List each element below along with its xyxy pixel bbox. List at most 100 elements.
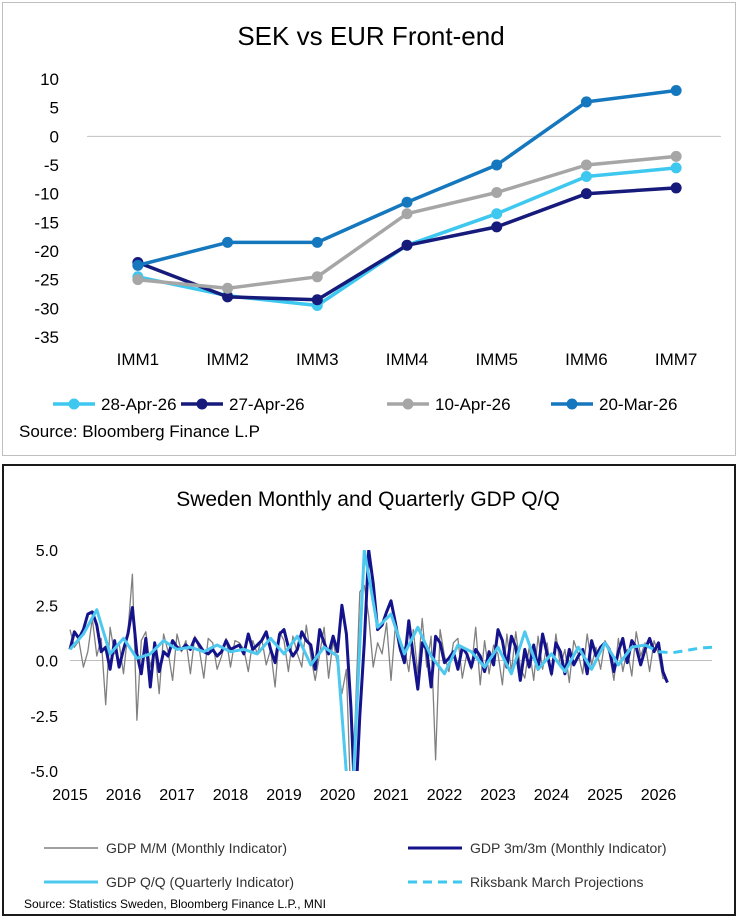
chart-title: Sweden Monthly and Quarterly GDP Q/Q [176, 488, 560, 511]
data-point-marker [132, 274, 144, 286]
data-point-marker [580, 96, 592, 108]
x-tick-label: 2024 [534, 787, 570, 804]
legend-marker [402, 398, 414, 410]
sek-eur-chart-svg: SEK vs EUR Front-end 10 5 0 -5 -10 -15 -20 -25 -… [19, 21, 721, 441]
chart-panel-sek-vs-eur: SEK vs EUR Front-end 10 5 0 -5 -10 -15 -20 -25 -… [2, 2, 736, 456]
y-tick-label: -5 [44, 156, 59, 175]
x-tick-label: 2016 [106, 787, 142, 804]
y-tick-label: -35 [34, 328, 59, 347]
y-tick-label: -15 [34, 213, 59, 232]
y-tick-label: 2.5 [36, 598, 58, 615]
y-tick-label: -30 [34, 299, 59, 318]
legend-marker [566, 398, 578, 410]
series-line-gdp-q-q-quarterly-indicator [68, 550, 646, 771]
y-tick-label: 5.0 [36, 543, 58, 560]
data-point-marker [491, 159, 503, 171]
source-note: Source: Bloomberg Finance L.P [19, 422, 260, 441]
series-27-apr-26 [132, 182, 682, 306]
series-20-mar-26 [132, 84, 682, 271]
y-tick-label: 0.0 [36, 654, 58, 671]
data-point-marker [670, 84, 682, 96]
legend-label: GDP Q/Q (Quarterly Indicator) [106, 874, 294, 890]
x-axis-ticks: 2015 2016 2017 2018 2019 2020 2021 2022 2023 2024… [52, 787, 676, 804]
x-tick-label: 2015 [52, 787, 88, 804]
y-tick-label: -20 [34, 242, 59, 261]
x-tick-label: IMM5 [475, 350, 518, 369]
y-tick-label: 0 [50, 127, 59, 146]
series-lines [132, 84, 682, 311]
source-note: Source: Statistics Sweden, Bloomberg Fin… [24, 897, 326, 911]
x-tick-label: 2018 [213, 787, 249, 804]
series-line-gdp-m-m-monthly-indicator [69, 573, 668, 771]
legend-label: Riksbank March Projections [470, 874, 644, 890]
legend-label: 20-Mar-26 [599, 395, 677, 414]
data-point-marker [580, 170, 592, 182]
data-point-marker [401, 196, 413, 208]
legend-item-10-apr-26: 10-Apr-26 [387, 395, 511, 414]
legend-label: GDP M/M (Monthly Indicator) [106, 840, 287, 856]
y-tick-label: -10 [34, 185, 59, 204]
sweden-gdp-chart-svg: Sweden Monthly and Quarterly GDP Q/Q 5.0… [24, 488, 713, 911]
legend-item-gdp-m-m-monthly-indicator: GDP M/M (Monthly Indicator) [44, 840, 287, 856]
x-tick-label: IMM3 [296, 350, 339, 369]
y-tick-label: -25 [34, 271, 59, 290]
x-tick-label: IMM7 [655, 350, 698, 369]
legend-label: 27-Apr-26 [229, 395, 305, 414]
legend-item-27-apr-26: 27-Apr-26 [181, 395, 305, 414]
y-tick-label: -5.0 [30, 764, 58, 781]
x-tick-label: 2021 [373, 787, 409, 804]
x-tick-label: 2023 [480, 787, 516, 804]
y-axis-ticks: 5.0 2.5 0.0 -2.5 -5.0 [30, 543, 58, 781]
legend-label: 10-Apr-26 [435, 395, 511, 414]
x-tick-label: IMM2 [206, 350, 249, 369]
data-point-marker [222, 291, 234, 303]
x-axis-ticks: IMM1 IMM2 IMM3 IMM4 IMM5 IMM6 IMM7 [117, 350, 698, 369]
y-tick-label: -2.5 [30, 709, 58, 726]
data-point-marker [311, 236, 323, 248]
data-point-marker [491, 208, 503, 220]
data-point-marker [222, 282, 234, 294]
data-point-marker [491, 221, 503, 233]
series-line-gdp-3m-3m-monthly-indicator [68, 550, 669, 771]
x-tick-label: IMM4 [386, 350, 429, 369]
chart-panel-sweden-gdp: Sweden Monthly and Quarterly GDP Q/Q 5.0… [2, 464, 736, 916]
x-tick-label: 2017 [159, 787, 195, 804]
legend-marker [68, 398, 80, 410]
legend: GDP M/M (Monthly Indicator) GDP 3m/3m (Mo… [44, 840, 667, 890]
x-tick-label: 2026 [641, 787, 677, 804]
series-line-riksbank-march-projections [644, 643, 713, 655]
x-tick-label: 2020 [320, 787, 356, 804]
data-point-marker [491, 187, 503, 199]
y-axis-ticks: 10 5 0 -5 -10 -15 -20 -25 -30 -35 [34, 70, 59, 347]
data-point-marker [670, 162, 682, 174]
data-point-marker [222, 236, 234, 248]
y-tick-label: 10 [40, 70, 59, 89]
y-tick-label: 5 [50, 99, 59, 118]
data-point-marker [132, 259, 144, 271]
legend-item-20-mar-26: 20-Mar-26 [551, 395, 677, 414]
series-lines [68, 550, 713, 771]
data-point-marker [580, 188, 592, 200]
data-point-marker [670, 150, 682, 162]
data-point-marker [311, 294, 323, 306]
legend-item-riksbank-march-projections: Riksbank March Projections [408, 874, 644, 890]
series-10-apr-26 [132, 150, 682, 294]
x-tick-label: 2025 [587, 787, 623, 804]
legend: 28-Apr-26 27-Apr-26 10-Apr-26 20-Mar-26 [53, 395, 677, 414]
series-line [137, 88, 677, 267]
data-point-marker [670, 182, 682, 194]
legend-marker [196, 398, 208, 410]
chart-title: SEK vs EUR Front-end [237, 21, 504, 51]
data-point-marker [580, 159, 592, 171]
legend-item-28-apr-26: 28-Apr-26 [53, 395, 177, 414]
x-tick-label: IMM6 [565, 350, 608, 369]
legend-item-gdp-3m-3m-monthly-indicator: GDP 3m/3m (Monthly Indicator) [408, 840, 667, 856]
x-tick-label: 2022 [427, 787, 463, 804]
legend-label: GDP 3m/3m (Monthly Indicator) [470, 840, 667, 856]
legend-label: 28-Apr-26 [101, 395, 177, 414]
x-tick-label: 2019 [266, 787, 302, 804]
x-tick-label: IMM1 [117, 350, 160, 369]
data-point-marker [401, 208, 413, 220]
data-point-marker [311, 271, 323, 283]
legend-item-gdp-q-q-quarterly-indicator: GDP Q/Q (Quarterly Indicator) [44, 874, 294, 890]
